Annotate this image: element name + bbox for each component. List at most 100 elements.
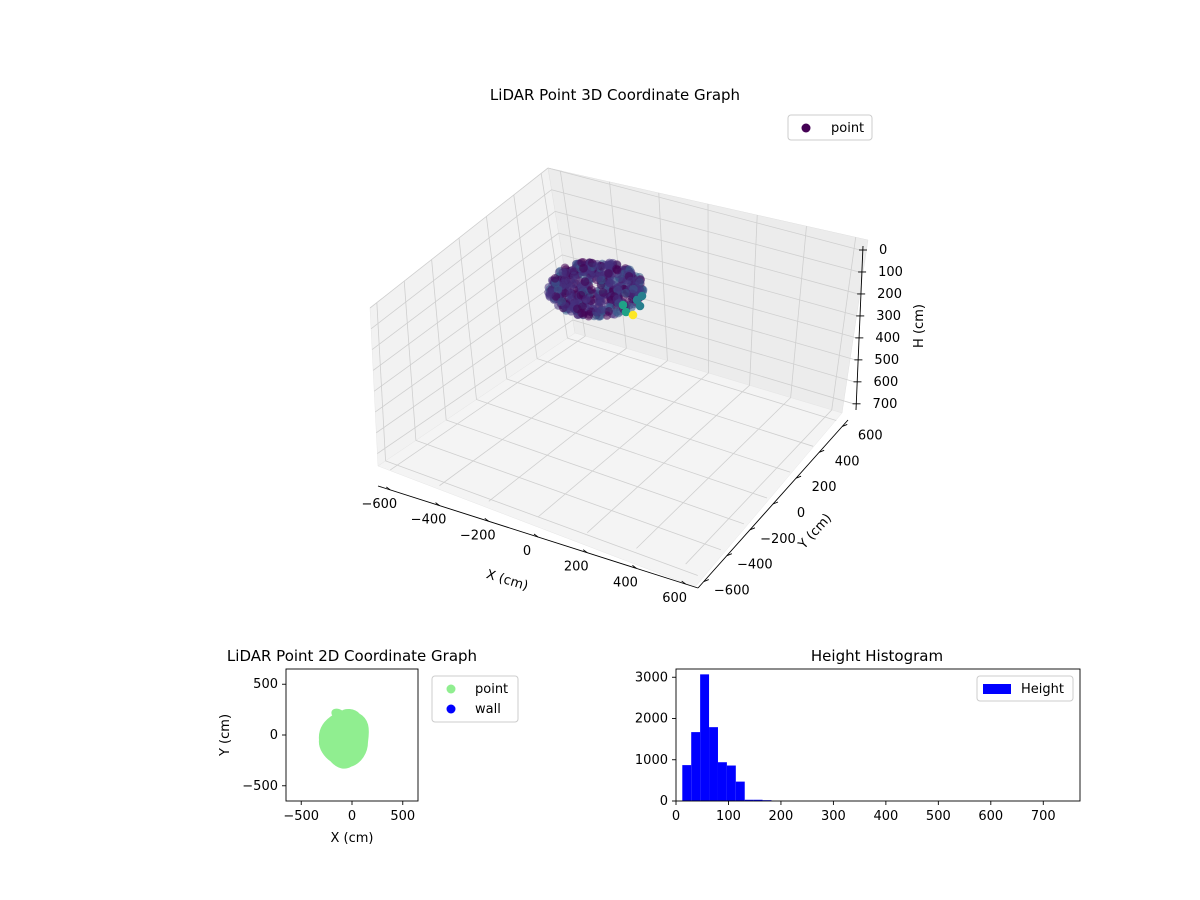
x-tick-label-3d-4: 200 [564,560,589,575]
chart-2d-title: LiDAR Point 2D Coordinate Graph [227,647,477,665]
y-tick-label-2d-0: −500 [242,779,278,794]
cloud-point-low [635,301,645,311]
x-tick-label-hist-2: 200 [769,809,794,824]
chart-histogram: Height Histogram 0 100 200 300 400 500 600 7000… [635,647,1081,824]
x-tick-label-hist-0: 0 [672,809,680,824]
x-tick-label-3d-6: 600 [662,591,687,606]
x-tick-3d-0 [386,486,391,491]
grid-z-back-1 [551,189,860,273]
cloud-point [582,295,591,304]
y-tick-label-3d-4: 200 [812,480,837,495]
x-tick-label-3d-0: −600 [361,497,397,512]
x-tick-label-3d-2: −200 [460,528,496,543]
grid-x-floor-5 [636,397,791,549]
grid-z-back-2 [555,211,859,295]
x-axis-label-2d: X (cm) [331,831,374,846]
grid-y-wall-2 [431,259,447,420]
z-tick-label-3d-1: 100 [878,265,903,280]
y-tick-3d-3 [772,501,779,505]
x-tick-label-hist-4: 400 [873,809,898,824]
y-tick-label-3d-2: −200 [760,532,796,547]
grid-y-floor-2 [446,419,745,525]
x-tick-label-2d-2: 500 [390,809,415,824]
x-tick-3d-4 [582,549,588,554]
grid-3d [369,167,861,576]
z-tick-label-3d-2: 200 [877,287,902,302]
x-tick-3d-5 [632,565,637,569]
cloud-point [573,304,582,314]
grid-z-left-7 [377,319,574,454]
grid-y-wall-1 [403,281,417,441]
grid-x-floor-1 [439,348,627,486]
x-tick-label-hist-7: 700 [1031,809,1056,824]
y-tick-3d-1 [726,553,733,557]
grid-z-left-2 [371,211,556,350]
histogram-bar-4 [717,762,727,801]
cloud-point [579,263,588,273]
cloud-point [572,275,581,284]
x-tick-label-2d-0: −500 [283,809,319,824]
cloud-point [626,276,636,286]
legend-2d-point-marker [446,684,456,694]
legend-histogram: Height [976,675,1074,702]
chart-3d-title: LiDAR Point 3D Coordinate Graph [490,86,740,104]
cloud-point [587,285,596,294]
x-tick-label-3d-1: −400 [411,513,447,528]
grid-y-floor-6 [567,337,837,421]
z-tick-label-3d-0: 0 [879,243,887,258]
y-tick-label-3d-1: −400 [737,558,773,573]
ticks-histogram: 0 100 200 300 400 500 600 700 0 1000 2000 3000 [635,670,1056,824]
y-tick-label-hist-3: 3000 [635,670,668,685]
cloud-point-low [628,310,638,320]
y-tick-label-2d-1: 0 [270,728,278,743]
grid-x-back-6 [831,237,857,410]
grid-z-left-4 [373,254,563,392]
cloud-point [550,274,560,283]
x-tick-label-hist-5: 500 [926,809,951,824]
grid-y-wall-5 [513,194,538,359]
grid-y-wall-3 [458,237,477,400]
grid-y-wall-0 [376,302,386,461]
cloud-point [561,275,570,284]
scatter-2d-point-cloud [318,708,369,769]
cloud-point [568,265,578,275]
histogram-title: Height Histogram [811,647,943,665]
cloud-point [561,268,571,277]
x-tick-3d-3 [533,533,539,538]
z-axis-line-3d [855,245,864,411]
grid-z-left-5 [375,276,566,413]
cloud-point [628,289,637,299]
z-axis-label-3d: H (cm) [912,304,927,348]
y-axis-label-2d: Y (cm) [218,714,233,757]
grid-x-floor-4 [586,385,750,533]
pane-floor [377,332,843,588]
histogram-bar-7 [744,799,754,801]
x-tick-label-3d-3: 0 [523,544,531,559]
cloud-point [612,264,621,274]
cloud-point [594,273,603,283]
y-tick-3d-4 [795,475,802,479]
cloud-point [612,307,621,317]
cloud-point [604,307,614,316]
legend-2d-wall-marker [446,704,456,714]
x-tick-label-hist-6: 600 [978,809,1003,824]
legend-2d-wall-label: wall [475,702,501,717]
legend-histogram-swatch [983,684,1011,694]
cloud-point [566,289,575,299]
cloud-point [612,294,622,304]
y-tick-label-hist-2: 2000 [635,712,668,727]
grid-y-floor-1 [415,440,721,551]
histogram-bar-3 [709,727,718,801]
grid-z-left-3 [372,232,559,371]
x-tick-label-hist-3: 300 [821,809,846,824]
grid-y-floor-3 [476,399,768,499]
legend-histogram-box [976,675,1074,702]
cloud-point-low [618,300,628,310]
grid-z-back-3 [558,232,858,317]
ticks-3d: −600−400−2000200400600−600−400−200020040… [361,243,902,606]
z-tick-label-3d-4: 400 [875,331,900,346]
legend-2d: point wall [431,675,519,723]
histogram-bar-8 [753,799,763,801]
cloud-point [592,261,602,271]
cloud-point-low [621,307,631,317]
